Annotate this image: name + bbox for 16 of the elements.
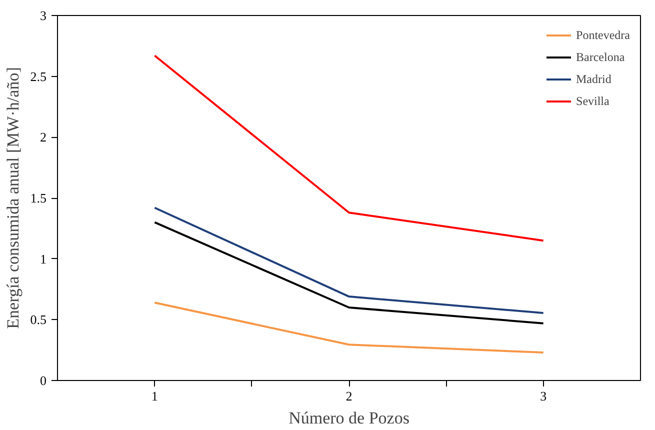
legend-label: Barcelona [576, 50, 625, 64]
legend-label: Sevilla [576, 94, 610, 108]
legend-label: Pontevedra [576, 28, 630, 42]
y-tick-label: 2.5 [30, 68, 46, 84]
x-tick-label: 3 [540, 388, 547, 404]
legend-label: Madrid [576, 72, 612, 86]
y-tick-label: 1.5 [30, 190, 46, 206]
y-tick-label: 1 [40, 251, 46, 266]
y-tick-label: 3 [40, 8, 46, 23]
y-tick-label: 0.5 [30, 312, 46, 328]
y-tick-label: 2 [40, 130, 46, 145]
y-axis-title: Energía consumida anual [MW·h/año] [3, 67, 22, 329]
x-tick-label: 2 [346, 388, 352, 404]
x-axis-title: Número de Pozos [288, 408, 410, 428]
y-tick-label: 0 [40, 373, 46, 388]
x-tick-label: 1 [151, 388, 158, 404]
